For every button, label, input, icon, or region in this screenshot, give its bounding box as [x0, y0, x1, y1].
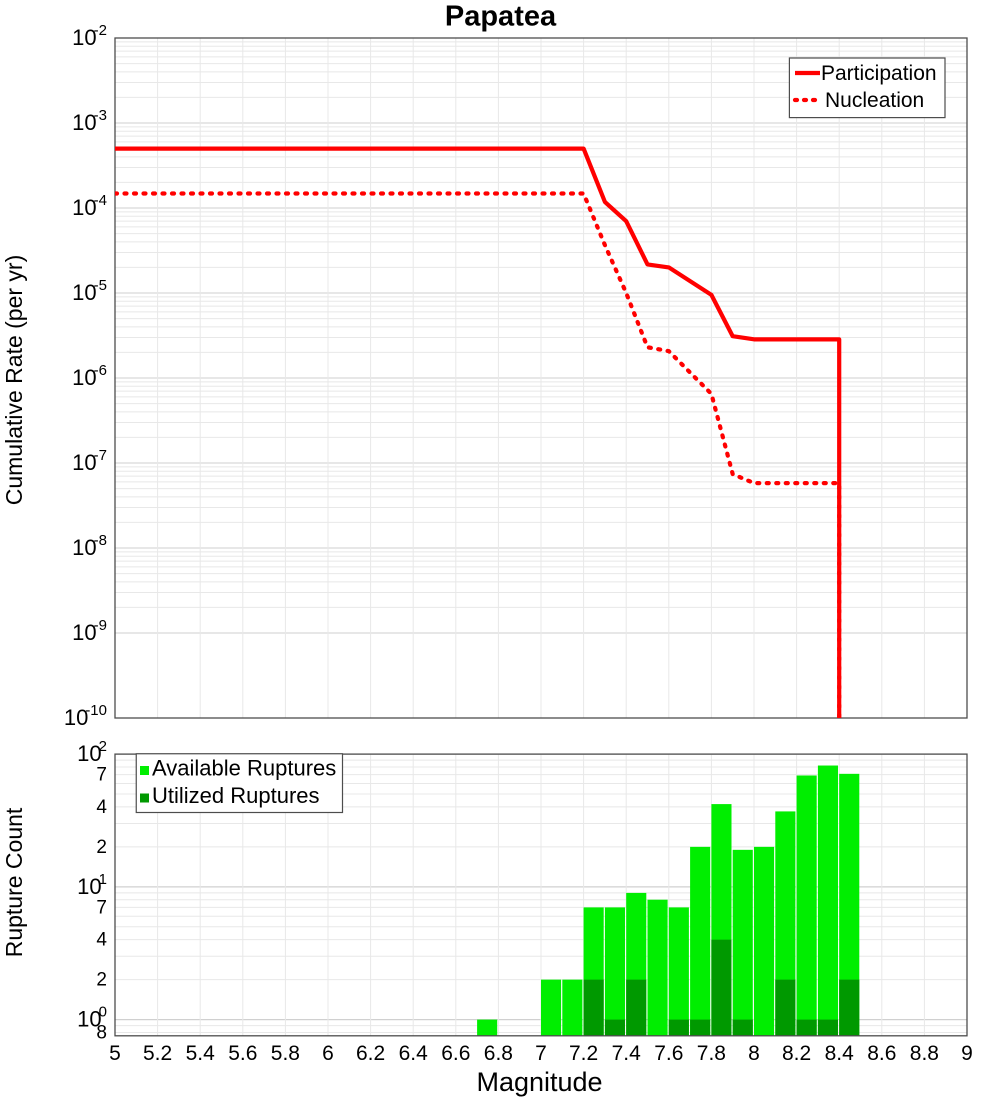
svg-text:8.6: 8.6: [867, 1042, 896, 1065]
svg-text:8.2: 8.2: [782, 1042, 811, 1065]
svg-text:7.2: 7.2: [569, 1042, 598, 1065]
svg-text:8: 8: [96, 1022, 107, 1043]
svg-text:6.8: 6.8: [484, 1042, 513, 1065]
svg-text:4: 4: [96, 797, 107, 818]
svg-text:Cumulative Rate (per yr): Cumulative Rate (per yr): [1, 255, 27, 506]
svg-text:7: 7: [96, 765, 107, 786]
svg-text:5: 5: [109, 1042, 121, 1065]
svg-text:5.6: 5.6: [228, 1042, 257, 1065]
svg-text:5.2: 5.2: [143, 1042, 172, 1065]
svg-text:6.4: 6.4: [399, 1042, 429, 1065]
svg-text:5.4: 5.4: [186, 1042, 216, 1065]
svg-text:Nucleation: Nucleation: [825, 89, 924, 112]
svg-text:5.8: 5.8: [271, 1042, 300, 1065]
svg-text:6.2: 6.2: [356, 1042, 385, 1065]
svg-text:4: 4: [96, 930, 107, 951]
svg-text:7.6: 7.6: [654, 1042, 683, 1065]
svg-text:8: 8: [748, 1042, 760, 1065]
svg-text:7: 7: [535, 1042, 547, 1065]
svg-text:Rupture Count: Rupture Count: [1, 807, 27, 957]
svg-text:6: 6: [322, 1042, 334, 1065]
svg-text:Participation: Participation: [821, 62, 937, 85]
svg-text:Available Ruptures: Available Ruptures: [152, 756, 336, 781]
svg-text:2: 2: [96, 837, 107, 858]
svg-text:8.8: 8.8: [910, 1042, 939, 1065]
svg-text:9: 9: [961, 1042, 973, 1065]
svg-text:7.4: 7.4: [612, 1042, 642, 1065]
svg-text:8.4: 8.4: [825, 1042, 855, 1065]
svg-text:7.8: 7.8: [697, 1042, 726, 1065]
svg-text:6.6: 6.6: [441, 1042, 470, 1065]
svg-text:Magnitude: Magnitude: [476, 1067, 602, 1097]
svg-text:Utilized Ruptures: Utilized Ruptures: [152, 783, 320, 808]
svg-text:7: 7: [96, 897, 107, 918]
svg-text:Papatea: Papatea: [445, 1, 557, 33]
svg-text:2: 2: [96, 970, 107, 991]
